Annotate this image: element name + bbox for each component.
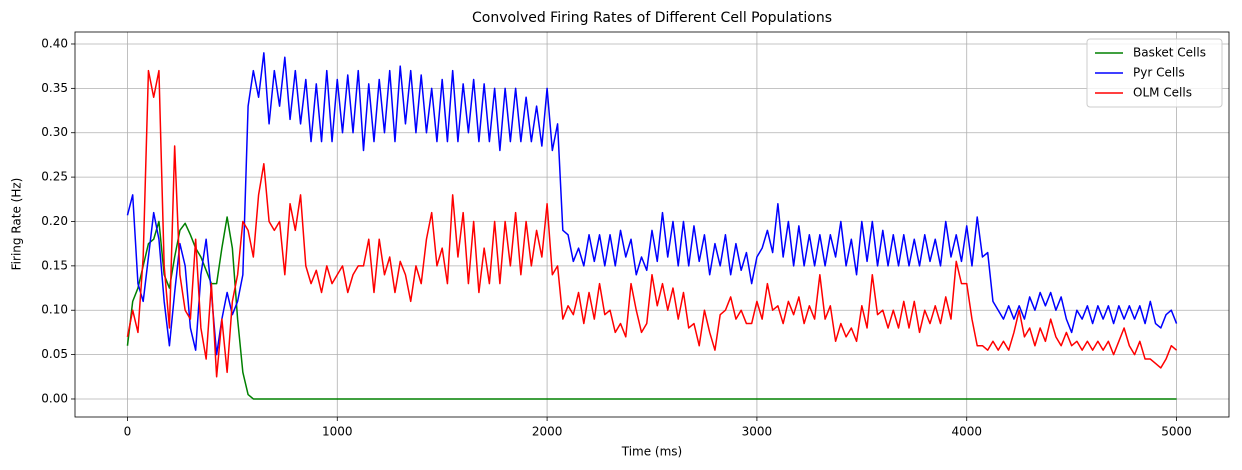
legend-label: OLM Cells: [1133, 86, 1192, 100]
grid: [71, 32, 1229, 421]
y-tick-label: 0.35: [41, 81, 68, 95]
x-tick-label: 2000: [532, 425, 563, 439]
x-tick-label: 5000: [1161, 425, 1192, 439]
y-tick-label: 0.10: [41, 303, 68, 317]
y-axis-label: Firing Rate (Hz): [10, 178, 24, 271]
y-tick-label: 0.20: [41, 214, 68, 228]
y-tick-label: 0.15: [41, 258, 68, 272]
axes-frame: [74, 31, 1230, 418]
legend-label: Pyr Cells: [1133, 66, 1185, 80]
x-axis-label: Time (ms): [621, 445, 683, 459]
legend-box: [1086, 38, 1223, 108]
y-tick-label: 0.05: [41, 347, 68, 361]
legend-label: Basket Cells: [1133, 46, 1206, 60]
x-tick-label: 0: [124, 425, 132, 439]
legend: Basket Cells Pyr Cells OLM Cells: [1086, 38, 1223, 108]
y-tick-label: 0.30: [41, 125, 68, 139]
y-tick-label: 0.40: [41, 36, 68, 50]
series-line: [126, 69, 1178, 378]
chart-title: Convolved Firing Rates of Different Cell…: [472, 10, 832, 26]
series-line: [126, 52, 1178, 356]
series-line: [126, 216, 1177, 400]
x-tick-label: 3000: [742, 425, 773, 439]
x-tick-label: 4000: [951, 425, 982, 439]
y-tick-label: 0.00: [41, 391, 68, 405]
plot-lines: [126, 52, 1178, 400]
x-tick-label: 1000: [322, 425, 353, 439]
y-tick-label: 0.25: [41, 170, 68, 184]
